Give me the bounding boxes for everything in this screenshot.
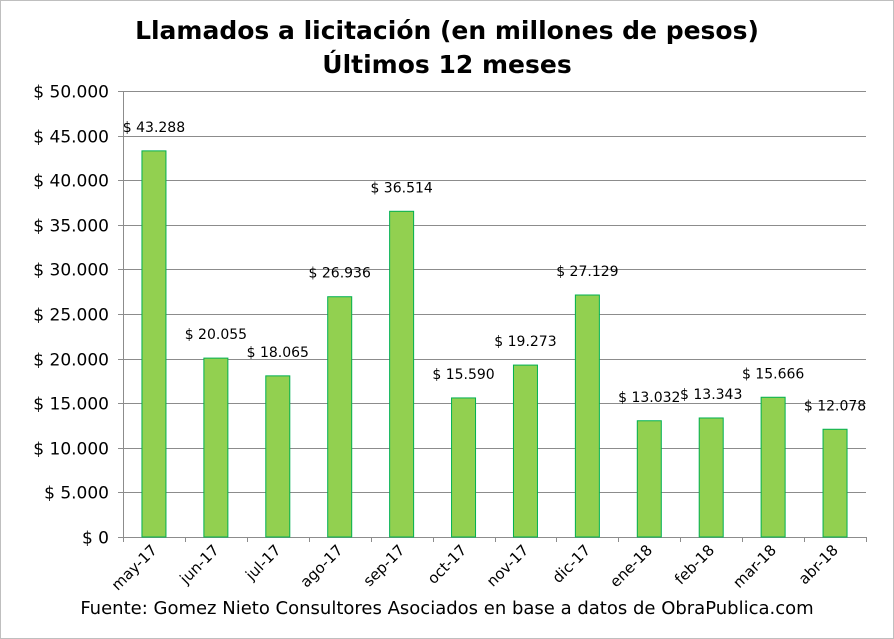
x-tick-label-sep-17: sep-17 <box>360 541 409 590</box>
y-tick-label: $ 5.000 <box>44 484 109 504</box>
y-tick-label: $ 15.000 <box>33 395 109 415</box>
y-tick-label: $ 0 <box>82 529 109 549</box>
bar-dic-17 <box>574 294 600 538</box>
chart-title: Llamados a licitación (en millones de pe… <box>0 14 894 82</box>
x-tick-label-jul-17: jul-17 <box>241 541 284 584</box>
x-tick-label-feb-18: feb-18 <box>671 541 718 588</box>
gridlines <box>123 91 866 493</box>
axes <box>118 91 867 542</box>
y-tick-label: $ 50.000 <box>33 83 109 103</box>
y-tick-label: $ 30.000 <box>33 261 109 281</box>
y-tick-label: $ 20.000 <box>33 351 109 371</box>
data-label-abr-18: $ 12.078 <box>804 398 866 414</box>
data-label-may-17: $ 43.288 <box>123 120 185 136</box>
data-label-mar-18: $ 15.666 <box>742 366 804 382</box>
data-label-jun-17: $ 20.055 <box>185 327 247 343</box>
x-tick-label-mar-18: mar-18 <box>729 541 780 592</box>
y-tick-label: $ 40.000 <box>33 172 109 192</box>
bar-sep-17 <box>389 210 415 538</box>
bar-mar-18 <box>760 396 786 538</box>
bar-may-17 <box>141 150 167 538</box>
data-label-ene-18: $ 13.032 <box>618 390 680 406</box>
data-label-dic-17: $ 27.129 <box>556 264 618 280</box>
data-label-nov-17: $ 19.273 <box>494 334 556 350</box>
data-label-sep-17: $ 36.514 <box>370 180 432 196</box>
bar-feb-18 <box>698 417 724 538</box>
x-tick-label-dic-17: dic-17 <box>549 541 595 587</box>
bar-jul-17 <box>265 375 291 538</box>
data-labels: $ 43.288 $ 20.055$ 18.065 $ 26.936 $ 36.514… <box>123 120 866 414</box>
chart-title-line-1: Llamados a licitación (en millones de pe… <box>135 16 759 45</box>
y-tick-label: $ 10.000 <box>33 440 109 460</box>
data-label-feb-18: $ 13.343 <box>680 387 742 403</box>
y-tick-label: $ 45.000 <box>33 128 109 148</box>
data-label-jul-17: $ 18.065 <box>247 345 309 361</box>
bars <box>141 150 848 538</box>
x-tick-label-abr-18: abr-18 <box>795 541 842 588</box>
y-tick-label: $ 35.000 <box>33 217 109 237</box>
source-note: Fuente: Gomez Nieto Consultores Asociado… <box>80 598 814 619</box>
bar-nov-17 <box>512 364 538 538</box>
bar-abr-18 <box>822 428 848 538</box>
bar-ene-18 <box>636 420 662 538</box>
data-label-ago-17: $ 26.936 <box>309 266 371 282</box>
x-tick-label-ene-18: ene-18 <box>606 541 656 591</box>
x-tick-label-ago-17: ago-17 <box>297 541 347 591</box>
x-tick-label-jun-17: jun-17 <box>176 541 223 588</box>
y-tick-label: $ 25.000 <box>33 306 109 326</box>
y-axis-tick-labels: $ 0 $ 5.000 $ 10.000 $ 15.000 $ 20.000 $ 25.0… <box>33 83 109 549</box>
bar-jun-17 <box>203 357 229 538</box>
chart-title-line-2: Últimos 12 meses <box>322 50 572 79</box>
x-axis-tick-labels: may-17 jun-17 jul-17 ago-17 sep-17 oct-17 nov-… <box>108 541 842 594</box>
data-label-oct-17: $ 15.590 <box>432 367 494 383</box>
x-tick-label-may-17: may-17 <box>108 541 161 594</box>
x-tick-label-nov-17: nov-17 <box>483 541 532 590</box>
x-tick-label-oct-17: oct-17 <box>424 541 471 588</box>
bar-oct-17 <box>451 397 477 538</box>
bar-ago-17 <box>327 296 353 538</box>
